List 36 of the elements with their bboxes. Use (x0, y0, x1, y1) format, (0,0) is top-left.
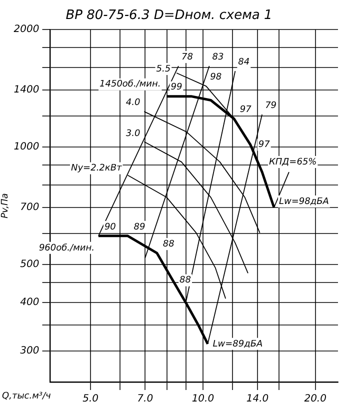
annotation: 79 (265, 100, 277, 111)
annotation: 97 (240, 104, 252, 115)
annotation: 98 (210, 72, 222, 83)
annotation: 88 (180, 276, 192, 286)
annotation: 88 (162, 239, 175, 250)
x-tick-label: 10.0 (192, 394, 214, 405)
annotation: 5.5 (156, 64, 171, 74)
annotation: 89 (134, 222, 146, 232)
annotation: 99 (170, 82, 182, 93)
annotation: 1450об./мин. (100, 80, 161, 90)
y-tick-label: 300 (20, 346, 40, 357)
y-tick-label: 1400 (14, 84, 40, 96)
annotation: 97 (258, 140, 270, 150)
x-tick-label: 5.0 (82, 394, 98, 405)
annotation: 960об./мин. (38, 243, 94, 254)
annotation: Lw=98дБА (279, 196, 329, 207)
annotation: 3.0 (126, 129, 140, 140)
y-axis-title: Pv,Па (0, 193, 11, 218)
annotation: 90 (104, 222, 116, 232)
x-tick-label: 14.0 (246, 394, 269, 405)
annotation: 84 (238, 57, 250, 68)
y-tick-label: 1000 (14, 142, 40, 153)
annotation: Ny=2.2кВт (70, 164, 123, 174)
y-tick-label: 700 (20, 202, 40, 214)
y-tick-label: 2000 (14, 24, 40, 36)
y-tick-label: 400 (20, 296, 40, 308)
annotation: Lw=89дБА (212, 339, 263, 350)
x-tick-label: 7.0 (137, 394, 154, 405)
x-tick-label: 20.0 (304, 394, 326, 405)
annotation: 4.0 (126, 98, 140, 108)
annotation: КПД=65% (268, 157, 317, 168)
x-axis-title: Q,тыс.м³/ч (2, 391, 51, 402)
annotation: 83 (212, 52, 224, 62)
chart-title: ВР 80-75-6.3 D=Dном. схема 1 (66, 8, 272, 24)
annotation: 78 (181, 52, 194, 62)
y-tick-label: 500 (20, 259, 40, 270)
